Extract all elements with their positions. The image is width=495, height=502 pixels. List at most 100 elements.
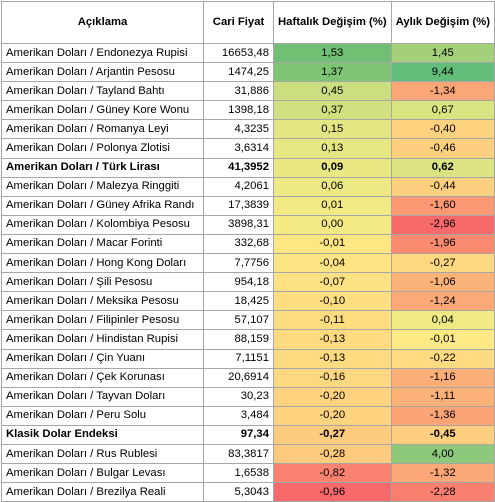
row-monthly-change-cell: -0,45 [390, 424, 495, 445]
row-price-cell: 97,34 [203, 424, 274, 445]
row-weekly-change-cell: -0,96 [273, 482, 392, 502]
row-description-cell: Amerikan Doları / Tayland Bahtı [0, 81, 205, 102]
row-monthly-change-cell: -0,27 [390, 253, 495, 274]
row-monthly-change-cell: 1,45 [390, 42, 495, 64]
row-monthly-change-cell: -1,06 [390, 272, 495, 293]
row-monthly-change-cell: -1,34 [390, 81, 495, 102]
row-price-cell: 7,7756 [203, 253, 274, 274]
table-row: Klasik Dolar Endeksi 97,34 -0,27 -0,45 [0, 424, 495, 445]
row-description-cell: Amerikan Doları / Şili Pesosu [0, 272, 205, 293]
row-description-cell: Amerikan Doları / Filipinler Pesosu [0, 310, 205, 331]
row-monthly-change-cell: -1,36 [390, 405, 495, 426]
row-price-cell: 3898,31 [203, 214, 274, 235]
row-price-cell: 1398,18 [203, 100, 274, 121]
row-price-cell: 332,68 [203, 233, 274, 255]
row-description-cell: Klasik Dolar Endeksi [0, 424, 205, 445]
row-description-cell: Amerikan Doları / Malezya Ringgiti [0, 176, 205, 197]
table-row: Amerikan Doları / Peru Solu 3,484 -0,20 -1,… [0, 405, 495, 426]
row-description-cell: Amerikan Doları / Endonezya Rupisi [0, 42, 205, 64]
row-price-cell: 3,484 [203, 405, 274, 426]
row-monthly-change-cell: -2,96 [390, 214, 495, 235]
header-weekly-change: Haftalık Değişim (%) [273, 1, 392, 44]
table-row: Amerikan Doları / Türk Lirası 41,3952 0,09… [0, 157, 495, 178]
row-description-cell: Amerikan Doları / Romanya Leyi [0, 119, 205, 140]
table-row: Amerikan Doları / Macar Forinti 332,68 -0,… [0, 233, 495, 255]
row-price-cell: 83,3817 [203, 443, 274, 465]
row-price-cell: 4,2061 [203, 176, 274, 197]
row-weekly-change-cell: -0,04 [273, 253, 392, 274]
row-price-cell: 31,886 [203, 81, 274, 102]
row-price-cell: 17,3839 [203, 195, 274, 216]
row-description-cell: Amerikan Doları / Kolombiya Pesosu [0, 214, 205, 235]
table-row: Amerikan Doları / Filipinler Pesosu 57,10… [0, 310, 495, 331]
table-row: Amerikan Doları / Tayland Bahtı 31,886 0,4… [0, 81, 495, 102]
table-row: Amerikan Doları / Çin Yuanı 7,1151 -0,13 -0… [0, 348, 495, 369]
table-row: Amerikan Doları / Meksika Pesosu 18,425 -0… [0, 291, 495, 312]
row-weekly-change-cell: 1,53 [273, 42, 392, 64]
row-price-cell: 41,3952 [203, 157, 274, 178]
row-price-cell: 1474,25 [203, 62, 274, 83]
row-weekly-change-cell: 0,01 [273, 195, 392, 216]
table-row: Amerikan Doları / Endonezya Rupisi 16653,… [0, 42, 495, 64]
row-price-cell: 88,159 [203, 329, 274, 350]
row-monthly-change-cell: -0,22 [390, 348, 495, 369]
row-monthly-change-cell: -2,28 [390, 482, 495, 502]
row-monthly-change-cell: 0,67 [390, 100, 495, 121]
row-monthly-change-cell: 0,62 [390, 157, 495, 178]
table-row: Amerikan Doları / Güney Kore Wonu 1398,18… [0, 100, 495, 121]
row-description-cell: Amerikan Doları / Rus Rublesi [0, 443, 205, 465]
table-row: Amerikan Doları / Bulgar Levası 1,6538 -0,… [0, 463, 495, 484]
table-row: Amerikan Doları / Çek Korunası 20,6914 -0,… [0, 367, 495, 388]
table-row: Amerikan Doları / Rus Rublesi 83,3817 -0,2… [0, 443, 495, 465]
row-weekly-change-cell: 0,09 [273, 157, 392, 178]
table-row: Amerikan Doları / Tayvan Doları 30,23 -0,2… [0, 386, 495, 407]
row-monthly-change-cell: 4,00 [390, 443, 495, 465]
row-description-cell: Amerikan Doları / Macar Forinti [0, 233, 205, 255]
row-weekly-change-cell: -0,10 [273, 291, 392, 312]
row-monthly-change-cell: -1,24 [390, 291, 495, 312]
table-row: Amerikan Doları / Malezya Ringgiti 4,2061… [0, 176, 495, 197]
row-price-cell: 954,18 [203, 272, 274, 293]
row-monthly-change-cell: -1,60 [390, 195, 495, 216]
table-row: Amerikan Doları / Brezilya Reali 5,3043 -0… [0, 482, 495, 502]
header-price: Cari Fiyat [203, 1, 274, 44]
table-row: Amerikan Doları / Şili Pesosu 954,18 -0,07… [0, 272, 495, 293]
row-weekly-change-cell: -0,16 [273, 367, 392, 388]
row-description-cell: Amerikan Doları / Çek Korunası [0, 367, 205, 388]
row-description-cell: Amerikan Doları / Güney Kore Wonu [0, 100, 205, 121]
header-description: Açıklama [0, 1, 205, 44]
row-description-cell: Amerikan Doları / Brezilya Reali [0, 482, 205, 502]
row-description-cell: Amerikan Doları / Tayvan Doları [0, 386, 205, 407]
row-description-cell: Amerikan Doları / Türk Lirası [0, 157, 205, 178]
row-description-cell: Amerikan Doları / Bulgar Levası [0, 463, 205, 484]
row-weekly-change-cell: 0,06 [273, 176, 392, 197]
row-weekly-change-cell: -0,27 [273, 424, 392, 445]
table-row: Amerikan Doları / Hong Kong Doları 7,7756… [0, 253, 495, 274]
row-description-cell: Amerikan Doları / Güney Afrika Randı [0, 195, 205, 216]
row-weekly-change-cell: 0,13 [273, 138, 392, 159]
row-weekly-change-cell: -0,11 [273, 310, 392, 331]
row-monthly-change-cell: -0,46 [390, 138, 495, 159]
row-weekly-change-cell: -0,13 [273, 329, 392, 350]
row-monthly-change-cell: -1,96 [390, 233, 495, 255]
row-weekly-change-cell: 1,37 [273, 62, 392, 83]
row-weekly-change-cell: -0,01 [273, 233, 392, 255]
row-weekly-change-cell: -0,20 [273, 405, 392, 426]
table-row: Amerikan Doları / Hindistan Rupisi 88,159… [0, 329, 495, 350]
table-header-row: Açıklama Cari Fiyat Haftalık Değişim (%)… [0, 1, 495, 44]
row-price-cell: 1,6538 [203, 463, 274, 484]
row-price-cell: 20,6914 [203, 367, 274, 388]
row-weekly-change-cell: 0,37 [273, 100, 392, 121]
header-monthly-change: Aylık Değişim (%) [390, 1, 495, 44]
row-monthly-change-cell: -0,44 [390, 176, 495, 197]
row-monthly-change-cell: -1,11 [390, 386, 495, 407]
table-row: Amerikan Doları / Güney Afrika Randı 17,3… [0, 195, 495, 216]
row-monthly-change-cell: 9,44 [390, 62, 495, 83]
row-description-cell: Amerikan Doları / Hindistan Rupisi [0, 329, 205, 350]
row-weekly-change-cell: 0,15 [273, 119, 392, 140]
row-monthly-change-cell: 0,04 [390, 310, 495, 331]
row-price-cell: 3,6314 [203, 138, 274, 159]
row-price-cell: 57,107 [203, 310, 274, 331]
